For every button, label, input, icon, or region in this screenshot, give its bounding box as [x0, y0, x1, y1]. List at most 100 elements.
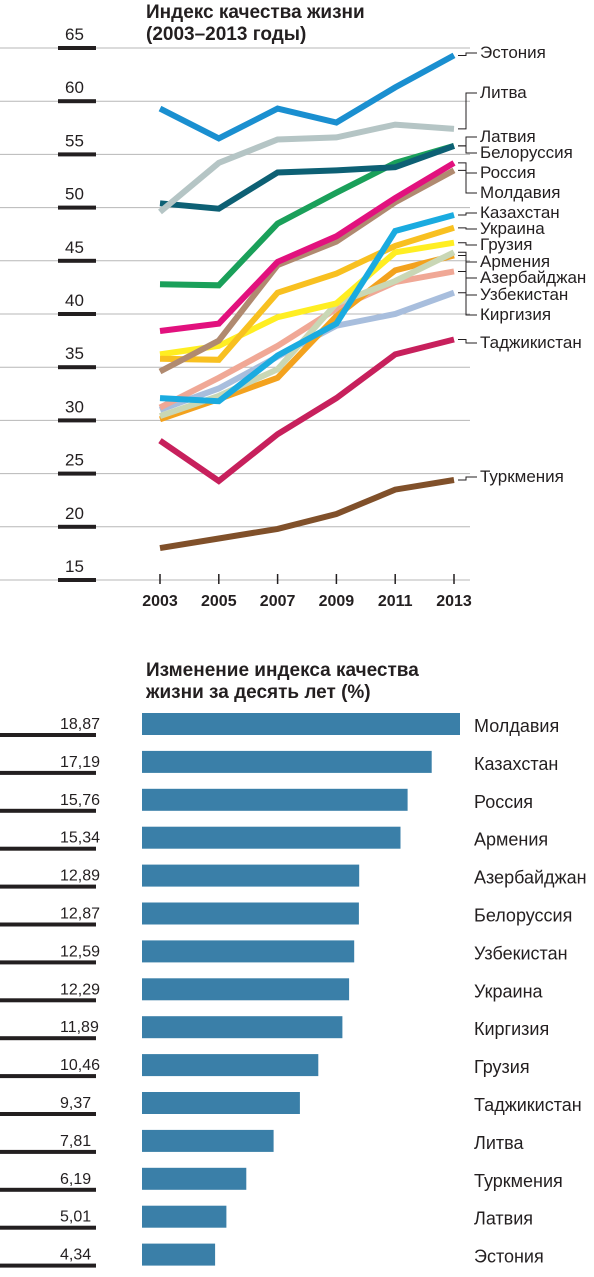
series-label: Азербайджан	[480, 268, 586, 287]
bar-category-label: Литва	[474, 1133, 524, 1153]
bar-category-label: Россия	[474, 792, 533, 812]
value-underline	[0, 1074, 96, 1079]
value-underline	[0, 960, 96, 965]
bar-value-label: 4,34	[60, 1247, 91, 1264]
leader-line	[458, 292, 477, 296]
series-label: Армения	[480, 252, 550, 271]
y-tick-label: 50	[65, 185, 84, 204]
leader-line	[458, 145, 477, 154]
bar	[142, 1167, 247, 1190]
leader-line	[458, 476, 477, 481]
bar	[142, 1054, 319, 1077]
leader-line	[458, 254, 477, 279]
bars: 18,87 Молдавия 17,19 Казахстан 15,76 Россия 15…	[0, 713, 587, 1268]
bar-category-label: Казахстан	[474, 754, 558, 774]
bar	[142, 826, 401, 849]
y-tick-bar	[58, 152, 96, 157]
bar-value-label: 15,34	[60, 830, 100, 847]
bar-value-label: 10,46	[60, 1057, 100, 1074]
value-underline	[0, 1112, 96, 1116]
line-chart-title-line-1: Индекс качества жизни	[146, 2, 365, 23]
y-tick-bar	[58, 365, 96, 370]
y-tick-bar	[58, 312, 96, 316]
bar-value-label: 7,81	[60, 1133, 91, 1150]
bar	[142, 1205, 227, 1228]
line-chart: Индекс качества жизни (2003–2013 годы) 1…	[0, 2, 586, 610]
leader-line	[458, 339, 477, 344]
series-4-line	[159, 160, 456, 334]
line-chart-title-line-2: (2003–2013 годы)	[146, 24, 306, 45]
bar	[142, 750, 432, 773]
series-label: Таджикистан	[480, 333, 582, 352]
y-tick-label: 45	[65, 238, 84, 257]
x-tick-label: 2009	[319, 593, 355, 610]
bar-category-label: Украина	[474, 981, 544, 1001]
bar	[142, 1016, 343, 1039]
series-label: Туркмения	[480, 467, 564, 486]
y-tick-label: 65	[65, 25, 84, 44]
y-tick-bar	[58, 524, 96, 529]
value-underline	[0, 1036, 96, 1041]
leader-line	[458, 92, 477, 130]
y-tick-label: 30	[65, 397, 84, 416]
value-underline	[0, 1187, 96, 1192]
bar	[142, 713, 460, 735]
series-2-line	[159, 143, 456, 212]
value-underline	[0, 998, 96, 1003]
series-12-line	[158, 268, 455, 411]
bar-value-label: 9,37	[60, 1095, 91, 1112]
bar	[142, 788, 408, 811]
series-label: Литва	[480, 83, 527, 102]
series-6-line	[159, 212, 455, 405]
x-tick-label: 2003	[142, 593, 178, 610]
bar-category-label: Армения	[474, 830, 548, 850]
bar-value-label: 11,89	[60, 1019, 99, 1036]
series-label: Белоруссия	[480, 143, 573, 162]
bar-category-label: Грузия	[474, 1057, 530, 1077]
bar-category-label: Белоруссия	[474, 906, 572, 926]
series-label: Молдавия	[480, 183, 560, 202]
series-14-line	[159, 477, 455, 552]
series-label: Россия	[480, 163, 536, 182]
series-1-line	[158, 121, 455, 215]
series-label: Киргизия	[480, 305, 551, 324]
series-labels: Эстония Литва ЛатвияБелоруссияРоссияМолдав…	[458, 43, 586, 486]
bar-value-label: 12,59	[60, 943, 100, 960]
value-underline	[0, 770, 96, 775]
y-axis-ticks: 15 20 25 30 35 40 45 50 55 60 65	[58, 25, 96, 582]
value-underline	[0, 922, 96, 927]
y-tick-label: 40	[65, 291, 84, 310]
value-underline	[0, 1149, 96, 1154]
bar	[142, 864, 360, 887]
y-tick-bar	[58, 418, 96, 423]
bar-value-label: 6,19	[60, 1171, 91, 1188]
y-tick-label: 60	[65, 78, 84, 97]
value-underline	[0, 1225, 96, 1230]
series-label: Казахстан	[480, 203, 560, 222]
y-tick-bar	[58, 471, 96, 476]
leader-line	[458, 169, 477, 194]
x-tick-label: 2011	[378, 593, 413, 610]
x-tick-label: 2005	[201, 593, 237, 610]
bar-chart-title-line-2: жизни за десять лет (%)	[145, 682, 371, 703]
bar	[142, 978, 350, 1001]
value-underline	[0, 733, 96, 737]
x-tick-label: 2013	[436, 593, 472, 610]
value-underline	[0, 1263, 96, 1268]
series-lines	[158, 52, 456, 552]
x-axis: 2003 2005 2007 2009 2011 2013	[142, 574, 472, 610]
y-tick-bar	[58, 205, 96, 210]
bar-value-label: 15,76	[60, 792, 100, 809]
leader-line	[458, 212, 477, 216]
y-tick-label: 35	[65, 344, 84, 363]
y-tick-bar	[58, 99, 96, 104]
bar-category-label: Узбекистан	[474, 943, 568, 963]
y-tick-bar	[58, 578, 96, 582]
bar-chart-title-line-1: Изменение индекса качества	[146, 660, 419, 681]
series-0-line	[158, 52, 456, 142]
bar-category-label: Латвия	[474, 1209, 533, 1229]
value-underline	[0, 846, 96, 851]
leader-line	[458, 136, 477, 147]
y-tick-label: 20	[65, 504, 84, 523]
